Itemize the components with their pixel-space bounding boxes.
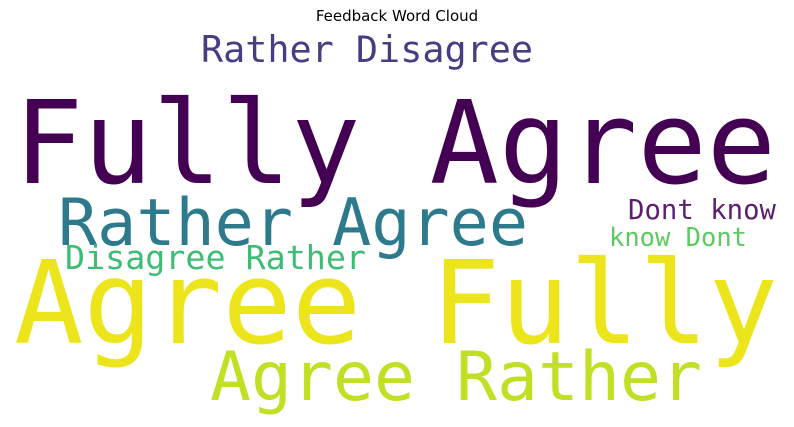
word-rather-disagree: Rather Disagree [201, 28, 533, 71]
word-fully-agree: Fully Agree [14, 77, 776, 211]
chart-title: Feedback Word Cloud [315, 7, 479, 25]
word-agree-fully: Agree Fully [14, 237, 778, 371]
word-disagree-rather: Disagree Rather [65, 238, 366, 277]
word-agree-rather: Agree Rather [210, 338, 702, 417]
word-rather-agree: Rather Agree [58, 186, 528, 261]
word-dont-know: Dont know [628, 195, 777, 226]
word-know-dont: know Dont [609, 223, 747, 253]
